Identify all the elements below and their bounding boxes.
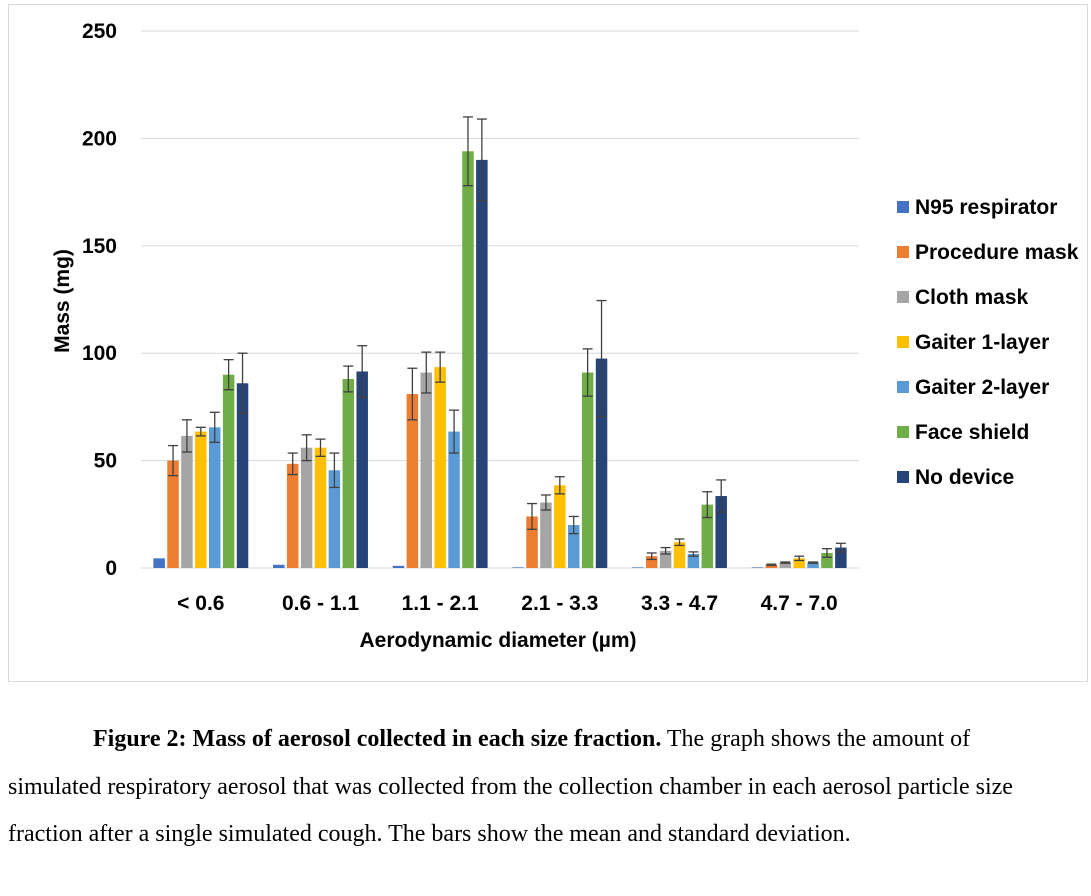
bar: [328, 470, 341, 568]
bar: [208, 427, 221, 568]
x-tick-label: 0.6 - 1.1: [282, 592, 359, 615]
bar: [659, 550, 672, 568]
y-tick-label: 250: [82, 20, 117, 43]
bar: [540, 502, 552, 568]
x-axis-title: Aerodynamic diameter (µm): [359, 629, 636, 652]
bar: [300, 447, 313, 568]
bar: [645, 556, 658, 568]
bar: [581, 372, 594, 568]
legend: N95 respirator Procedure mask Cloth mask Ga…: [897, 196, 1079, 489]
figure-caption: Figure 2: Mass of aerosol collected in e…: [8, 716, 1020, 859]
bar: [236, 383, 249, 568]
x-tick-label: 2.1 - 3.3: [521, 592, 598, 615]
bar: [765, 564, 778, 568]
bar: [167, 460, 179, 568]
legend-label: No device: [915, 466, 1014, 489]
bar: [342, 378, 355, 568]
y-axis-title: Mass (mg): [51, 249, 74, 353]
bar: [356, 371, 368, 568]
legend-swatch: [897, 201, 909, 213]
bar: [673, 542, 686, 568]
bar: [195, 431, 207, 568]
caption-bold-title: Figure 2: Mass of aerosol collected in e…: [93, 726, 662, 752]
legend-label: Cloth mask: [915, 286, 1029, 309]
bar: [181, 435, 193, 568]
legend-label: Gaiter 1-layer: [915, 331, 1049, 354]
bar: [715, 496, 727, 568]
bar: [392, 565, 405, 568]
x-tick-labels: < 0.6 0.6 - 1.1 1.1 - 2.1 2.1 - 3.3 3.3 - 4.…: [177, 592, 838, 615]
legend-label: Gaiter 2-layer: [915, 376, 1049, 399]
bar: [526, 516, 538, 568]
bar: [420, 372, 433, 568]
bar: [222, 374, 235, 568]
y-tick-label: 200: [82, 127, 117, 150]
bar: [462, 151, 474, 568]
x-tick-label: 1.1 - 2.1: [402, 592, 479, 615]
legend-label: Procedure mask: [915, 241, 1079, 264]
legend-label: N95 respirator: [915, 196, 1057, 219]
caption-body: The graph shows the amount of simulated …: [8, 726, 1013, 847]
bar: [835, 547, 847, 568]
legend-swatch: [897, 426, 909, 438]
bar: [476, 159, 488, 568]
y-tick-label: 0: [105, 557, 117, 580]
bar: [448, 431, 460, 568]
legend-swatch: [897, 291, 909, 303]
y-tick-labels: 0 50 100 150 200 250: [82, 20, 117, 580]
bar: [554, 485, 566, 568]
x-tick-label: 4.7 - 7.0: [761, 592, 838, 615]
legend-swatch: [897, 246, 909, 258]
bar-chart: 0 50 100 150 200 250 < 0.6 0.6 - 1.1 1.1 - 2.1 2…: [51, 20, 1079, 652]
bar: [595, 358, 608, 568]
bar: [406, 394, 419, 568]
bar: [632, 567, 644, 568]
x-tick-label: < 0.6: [177, 592, 224, 615]
legend-swatch: [897, 336, 909, 348]
y-tick-label: 50: [94, 450, 117, 473]
bars: [153, 151, 847, 568]
bar: [821, 552, 833, 568]
bar: [701, 504, 714, 568]
y-tick-label: 100: [82, 342, 117, 365]
bar: [807, 562, 819, 568]
legend-label: Face shield: [915, 421, 1029, 444]
error-bars: [168, 116, 846, 567]
bar: [314, 447, 327, 568]
x-tick-label: 3.3 - 4.7: [641, 592, 718, 615]
bar: [687, 554, 700, 568]
legend-swatch: [897, 381, 909, 393]
bar: [567, 525, 580, 568]
bar: [153, 558, 165, 568]
bar: [512, 567, 524, 568]
chart-frame: 0 50 100 150 200 250 < 0.6 0.6 - 1.1 1.1 - 2.1 2…: [8, 4, 1088, 682]
bar: [751, 567, 764, 568]
bar: [779, 562, 792, 568]
bar: [273, 564, 285, 568]
bar: [793, 558, 805, 568]
bar: [434, 367, 446, 568]
y-tick-label: 150: [82, 235, 117, 258]
gridlines: [141, 30, 859, 569]
bar: [286, 463, 299, 568]
legend-swatch: [897, 471, 909, 483]
